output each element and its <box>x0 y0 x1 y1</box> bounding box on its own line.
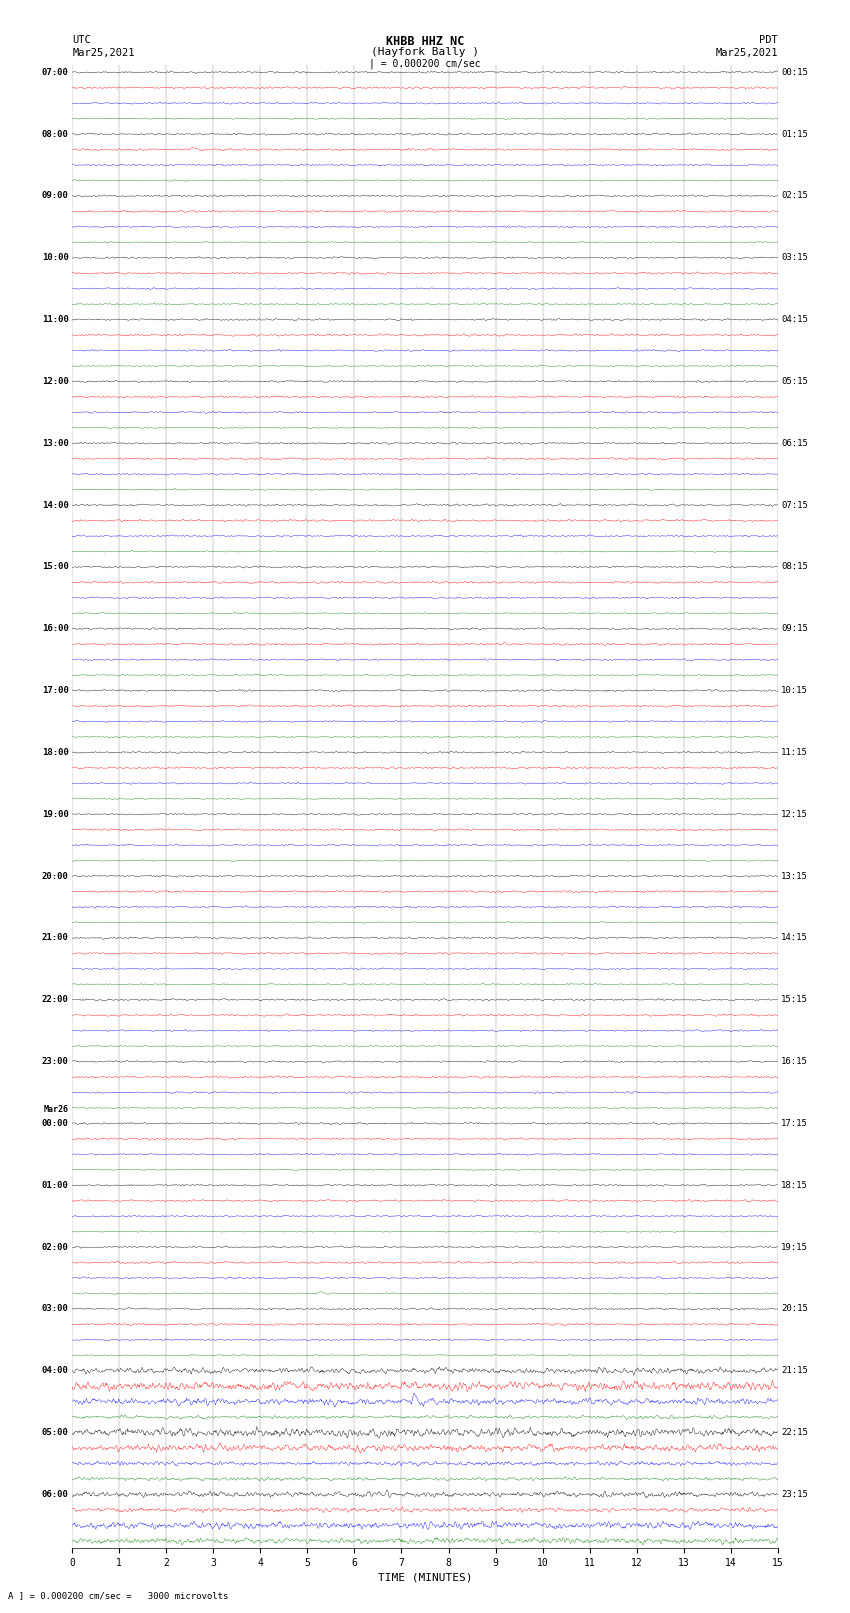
X-axis label: TIME (MINUTES): TIME (MINUTES) <box>377 1573 473 1582</box>
Text: 04:15: 04:15 <box>781 315 808 324</box>
Text: 13:00: 13:00 <box>42 439 69 448</box>
Text: | = 0.000200 cm/sec: | = 0.000200 cm/sec <box>369 58 481 69</box>
Text: 12:15: 12:15 <box>781 810 808 819</box>
Text: (Hayfork Bally ): (Hayfork Bally ) <box>371 47 479 56</box>
Text: 16:00: 16:00 <box>42 624 69 634</box>
Text: 16:15: 16:15 <box>781 1057 808 1066</box>
Text: 07:15: 07:15 <box>781 500 808 510</box>
Text: 04:00: 04:00 <box>42 1366 69 1376</box>
Text: 19:15: 19:15 <box>781 1242 808 1252</box>
Text: 09:15: 09:15 <box>781 624 808 634</box>
Text: 15:00: 15:00 <box>42 563 69 571</box>
Text: 10:00: 10:00 <box>42 253 69 263</box>
Text: 03:15: 03:15 <box>781 253 808 263</box>
Text: 06:15: 06:15 <box>781 439 808 448</box>
Text: 15:15: 15:15 <box>781 995 808 1005</box>
Text: Mar25,2021: Mar25,2021 <box>72 48 135 58</box>
Text: 02:15: 02:15 <box>781 192 808 200</box>
Text: 18:00: 18:00 <box>42 748 69 756</box>
Text: KHBB HHZ NC: KHBB HHZ NC <box>386 35 464 48</box>
Text: 10:15: 10:15 <box>781 686 808 695</box>
Text: A ] = 0.000200 cm/sec =   3000 microvolts: A ] = 0.000200 cm/sec = 3000 microvolts <box>8 1590 229 1600</box>
Text: 17:15: 17:15 <box>781 1119 808 1127</box>
Text: 08:00: 08:00 <box>42 129 69 139</box>
Text: 13:15: 13:15 <box>781 871 808 881</box>
Text: 03:00: 03:00 <box>42 1305 69 1313</box>
Text: PDT: PDT <box>759 35 778 45</box>
Text: 07:00: 07:00 <box>42 68 69 77</box>
Text: 20:00: 20:00 <box>42 871 69 881</box>
Text: 14:00: 14:00 <box>42 500 69 510</box>
Text: 23:00: 23:00 <box>42 1057 69 1066</box>
Text: 22:00: 22:00 <box>42 995 69 1005</box>
Text: 11:00: 11:00 <box>42 315 69 324</box>
Text: Mar26: Mar26 <box>44 1105 69 1115</box>
Text: 01:00: 01:00 <box>42 1181 69 1190</box>
Text: 17:00: 17:00 <box>42 686 69 695</box>
Text: 18:15: 18:15 <box>781 1181 808 1190</box>
Text: UTC: UTC <box>72 35 91 45</box>
Text: 06:00: 06:00 <box>42 1490 69 1498</box>
Text: 05:00: 05:00 <box>42 1428 69 1437</box>
Text: 21:00: 21:00 <box>42 934 69 942</box>
Text: 00:00: 00:00 <box>42 1119 69 1127</box>
Text: 12:00: 12:00 <box>42 377 69 386</box>
Text: 23:15: 23:15 <box>781 1490 808 1498</box>
Text: 21:15: 21:15 <box>781 1366 808 1376</box>
Text: 02:00: 02:00 <box>42 1242 69 1252</box>
Text: 05:15: 05:15 <box>781 377 808 386</box>
Text: 00:15: 00:15 <box>781 68 808 77</box>
Text: 08:15: 08:15 <box>781 563 808 571</box>
Text: 14:15: 14:15 <box>781 934 808 942</box>
Text: 11:15: 11:15 <box>781 748 808 756</box>
Text: 01:15: 01:15 <box>781 129 808 139</box>
Text: 19:00: 19:00 <box>42 810 69 819</box>
Text: 09:00: 09:00 <box>42 192 69 200</box>
Text: 20:15: 20:15 <box>781 1305 808 1313</box>
Text: 22:15: 22:15 <box>781 1428 808 1437</box>
Text: Mar25,2021: Mar25,2021 <box>715 48 778 58</box>
